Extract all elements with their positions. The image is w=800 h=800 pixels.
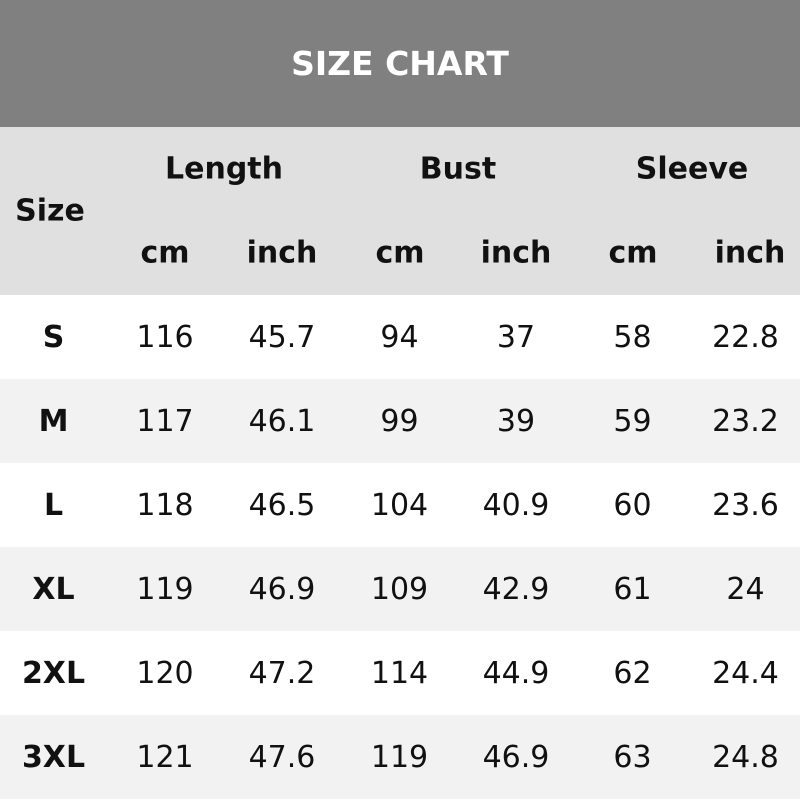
value-cell: 62 <box>613 655 652 691</box>
table-row: 3XL 121 47.6 119 46.9 63 24.8 <box>0 715 800 799</box>
value-cell: 47.6 <box>248 739 316 775</box>
value-cell: 23.6 <box>712 487 779 523</box>
value-cell: 39 <box>496 403 536 439</box>
value-cell: 109 <box>370 571 429 607</box>
value-cell: 44.9 <box>482 655 550 691</box>
header-sleeve: Sleeve <box>635 151 749 187</box>
table-row: 2XL 120 47.2 114 44.9 62 24.4 <box>0 631 800 715</box>
value-cell: 47.2 <box>248 655 316 691</box>
page-title: SIZE CHART <box>0 0 800 127</box>
header-unit: cm <box>375 235 425 271</box>
value-cell: 45.7 <box>248 319 316 355</box>
value-cell: 24.4 <box>712 655 779 691</box>
table-row: S 116 45.7 94 37 58 22.8 <box>0 295 800 379</box>
value-cell: 119 <box>370 739 429 775</box>
value-cell: 99 <box>380 403 419 439</box>
value-cell: 121 <box>136 739 194 775</box>
value-cell: 94 <box>380 319 419 355</box>
header-bust: Bust <box>419 151 497 187</box>
value-cell: 117 <box>136 403 194 439</box>
header-unit: inch <box>480 235 552 271</box>
value-cell: 118 <box>136 487 194 523</box>
value-cell: 119 <box>136 571 194 607</box>
value-cell: 42.9 <box>482 571 550 607</box>
value-cell: 59 <box>613 403 652 439</box>
value-cell: 37 <box>496 319 536 355</box>
header-unit: inch <box>246 235 318 271</box>
size-cell: S <box>42 319 65 355</box>
value-cell: 58 <box>613 319 652 355</box>
value-cell: 63 <box>613 739 652 775</box>
value-cell: 23.2 <box>712 403 779 439</box>
size-cell: 3XL <box>21 739 86 775</box>
value-cell: 46.9 <box>482 739 550 775</box>
header-size: Size <box>15 193 85 229</box>
table-row: L 118 46.5 104 40.9 60 23.6 <box>0 463 800 547</box>
size-cell: 2XL <box>21 655 86 691</box>
value-cell: 120 <box>136 655 194 691</box>
value-cell: 24 <box>726 571 765 607</box>
value-cell: 46.9 <box>248 571 316 607</box>
size-cell: L <box>43 487 64 523</box>
value-cell: 40.9 <box>482 487 550 523</box>
header-unit: inch <box>714 235 786 271</box>
header-length: Length <box>165 151 283 187</box>
header-unit: cm <box>140 235 190 271</box>
value-cell: 60 <box>613 487 652 523</box>
value-cell: 61 <box>613 571 652 607</box>
size-cell: M <box>38 403 69 439</box>
value-cell: 116 <box>136 319 194 355</box>
size-cell: XL <box>32 571 75 607</box>
table-header: Size Length Bust Sleeve cm inch cm inch … <box>0 127 800 295</box>
table-row: M 117 46.1 99 39 59 23.2 <box>0 379 800 463</box>
header-unit: cm <box>608 235 658 271</box>
value-cell: 104 <box>370 487 429 523</box>
value-cell: 22.8 <box>712 319 779 355</box>
value-cell: 46.5 <box>248 487 316 523</box>
value-cell: 46.1 <box>248 403 316 439</box>
value-cell: 114 <box>370 655 429 691</box>
table-body: S 116 45.7 94 37 58 22.8 M 117 46.1 99 39 59 23.2 L 118… <box>0 295 800 799</box>
table-row: XL 119 46.9 109 42.9 61 24 <box>0 547 800 631</box>
value-cell: 24.8 <box>712 739 779 775</box>
